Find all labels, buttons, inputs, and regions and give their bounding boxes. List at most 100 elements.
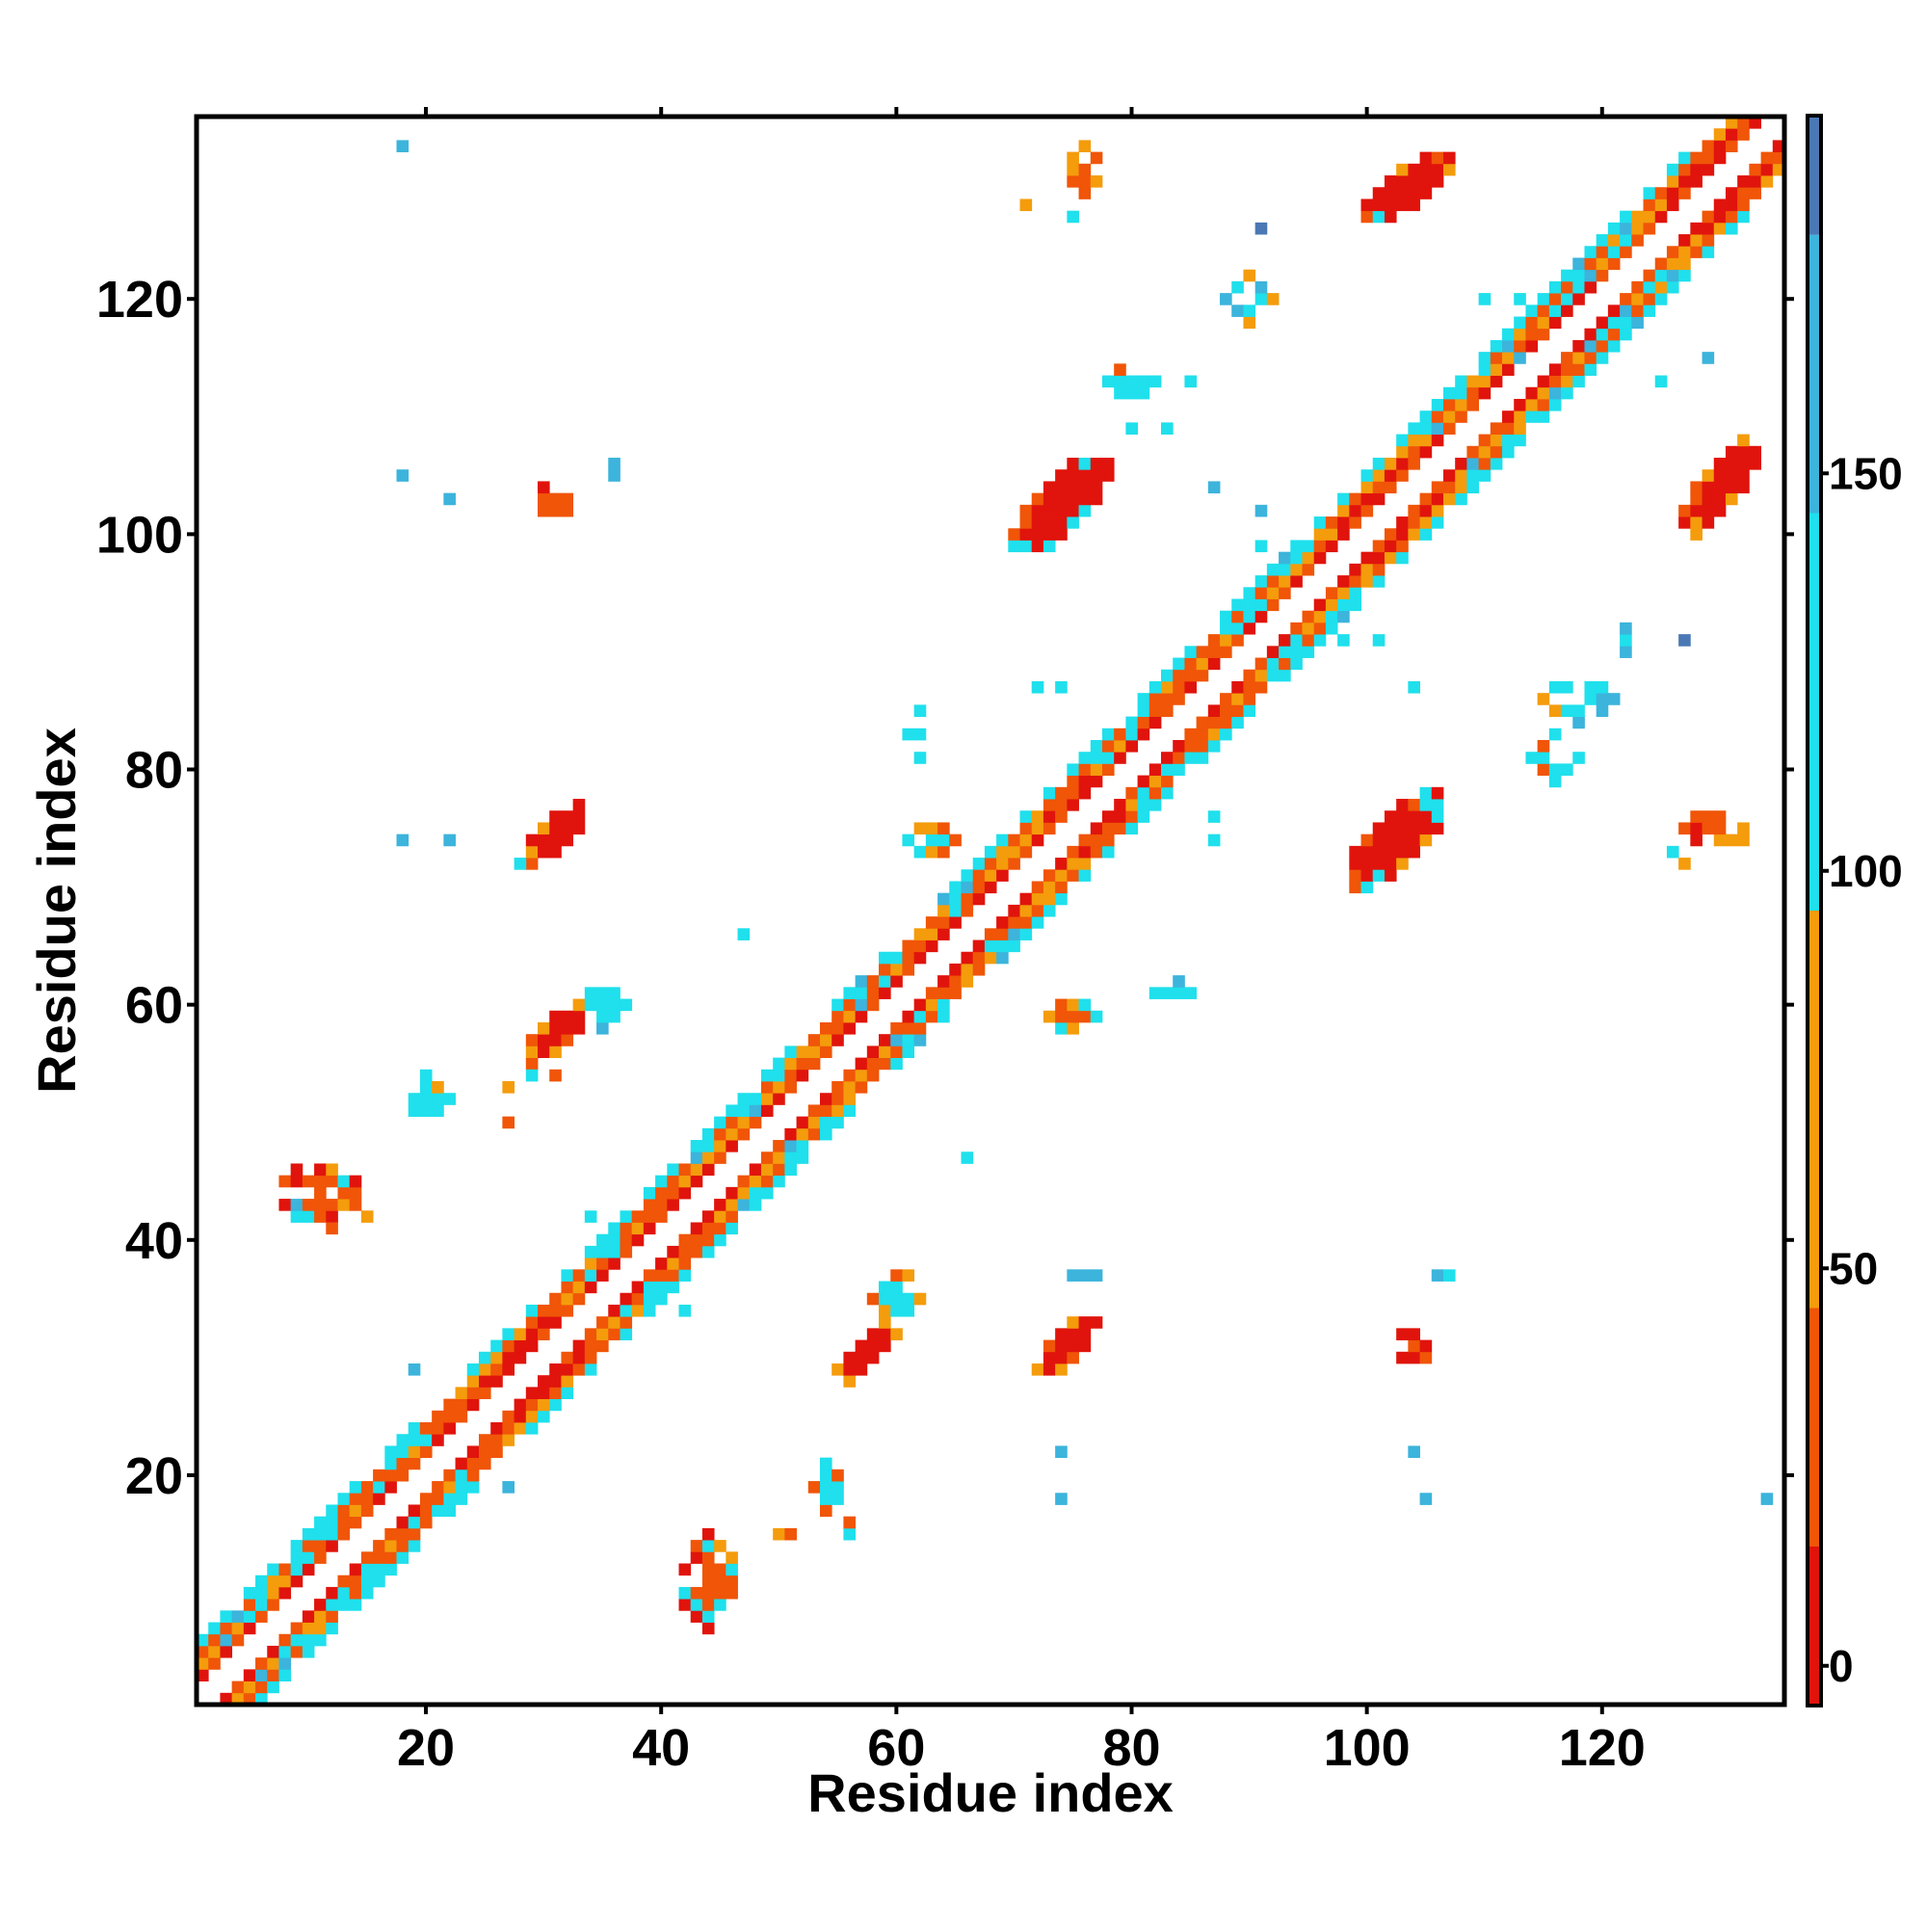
x-tick-label: 120 — [1559, 1719, 1646, 1777]
contact-cell — [843, 1363, 857, 1376]
contact-cell — [1196, 728, 1209, 741]
contact-cell — [961, 869, 974, 882]
contact-cell — [243, 1681, 256, 1694]
contact-cell — [760, 1104, 774, 1118]
contact-cell — [1325, 610, 1338, 623]
contact-cell — [384, 1445, 397, 1459]
colorbar-bin — [1808, 234, 1821, 514]
contact-cell — [819, 1493, 832, 1505]
contact-cell — [1067, 175, 1079, 188]
contact-cell — [1442, 469, 1456, 482]
contact-cell — [314, 1599, 327, 1611]
contact-cell — [701, 1245, 715, 1258]
contact-cell — [1231, 598, 1244, 612]
contact-cell — [1313, 634, 1327, 647]
contact-cell — [714, 1222, 726, 1235]
contact-cell — [608, 1257, 620, 1270]
contact-cell — [1148, 786, 1162, 800]
contact-cell — [1749, 187, 1761, 199]
contact-cell — [902, 1021, 915, 1035]
contact-cell — [655, 1269, 668, 1282]
contact-cell — [843, 1104, 857, 1118]
contact-cell — [1537, 316, 1550, 330]
contact-cell — [1173, 739, 1185, 753]
contact-cell — [1078, 1010, 1092, 1023]
contact-cell — [408, 1104, 421, 1118]
contact-cell — [1455, 481, 1467, 494]
contact-cell — [890, 1269, 903, 1282]
contact-cell — [538, 481, 550, 494]
contact-cell — [1090, 834, 1103, 847]
contact-cell — [337, 1186, 351, 1200]
contact-cell — [1384, 469, 1397, 482]
contact-cell — [1548, 704, 1562, 717]
contact-cell — [1702, 516, 1715, 529]
contact-cell — [890, 1292, 903, 1306]
contact-cell — [549, 1045, 562, 1058]
contact-cell — [231, 1692, 245, 1706]
contact-cell — [1654, 293, 1668, 305]
contact-cell — [396, 1551, 409, 1564]
contact-cell — [678, 1304, 692, 1317]
contact-cell — [278, 1575, 292, 1588]
contact-cell — [1078, 752, 1092, 764]
contact-cell — [290, 1563, 304, 1576]
contact-cell — [1019, 834, 1033, 847]
x-tick-label: 40 — [632, 1719, 690, 1777]
contact-cell — [525, 1034, 539, 1046]
contact-cell — [1548, 293, 1562, 305]
contact-cell — [701, 1563, 715, 1576]
contact-cell — [290, 1175, 304, 1188]
contact-cell — [1442, 163, 1456, 176]
contact-cell — [1548, 386, 1562, 400]
contact-cell — [608, 1304, 620, 1317]
contact-cell — [1137, 704, 1150, 717]
contact-cell — [1431, 422, 1444, 435]
contact-cell — [996, 951, 1009, 965]
y-tick-label: 120 — [96, 271, 183, 329]
contact-cell — [737, 928, 751, 940]
contact-cell — [819, 1045, 832, 1058]
contact-cell — [984, 858, 997, 870]
contact-cell — [819, 1093, 832, 1105]
contact-cell — [1090, 492, 1103, 506]
contact-cell — [1279, 646, 1291, 658]
contact-cell — [1337, 504, 1350, 517]
contact-cell — [1396, 469, 1409, 482]
contact-cell — [1690, 810, 1703, 823]
contact-cell — [1207, 481, 1221, 494]
contact-cell — [1337, 492, 1350, 506]
contact-cell — [1101, 810, 1115, 823]
contact-cell — [843, 1069, 857, 1082]
contact-cell — [243, 1622, 256, 1635]
contact-cell — [1125, 810, 1138, 823]
contact-cell — [326, 1599, 338, 1611]
contact-cell — [408, 1540, 421, 1552]
contact-cell — [678, 1269, 692, 1282]
contact-cell — [1125, 822, 1138, 835]
contact-cell — [525, 1410, 539, 1423]
contact-cell — [1725, 834, 1738, 847]
contact-cell — [514, 1351, 527, 1364]
contact-cell — [667, 1281, 679, 1294]
contact-cell — [879, 1304, 891, 1317]
contact-cell — [1220, 634, 1232, 647]
contact-cell — [466, 1398, 480, 1412]
contact-cell — [396, 1469, 409, 1482]
contact-cell — [1620, 646, 1632, 658]
contact-cell — [937, 904, 950, 917]
contact-cell — [1408, 810, 1420, 823]
contact-cell — [314, 1551, 327, 1564]
contact-cell — [843, 987, 857, 999]
contact-cell — [996, 916, 1009, 929]
contact-cell — [902, 1034, 915, 1046]
contact-cell — [432, 1504, 444, 1518]
contact-cell — [913, 822, 927, 835]
contact-cell — [1737, 128, 1750, 141]
contact-cell — [1254, 598, 1268, 612]
contact-cell — [714, 1127, 726, 1141]
contact-cell — [1419, 445, 1433, 459]
contact-cell — [596, 1339, 609, 1353]
contact-cell — [197, 1657, 209, 1670]
contact-cell — [1631, 304, 1644, 317]
